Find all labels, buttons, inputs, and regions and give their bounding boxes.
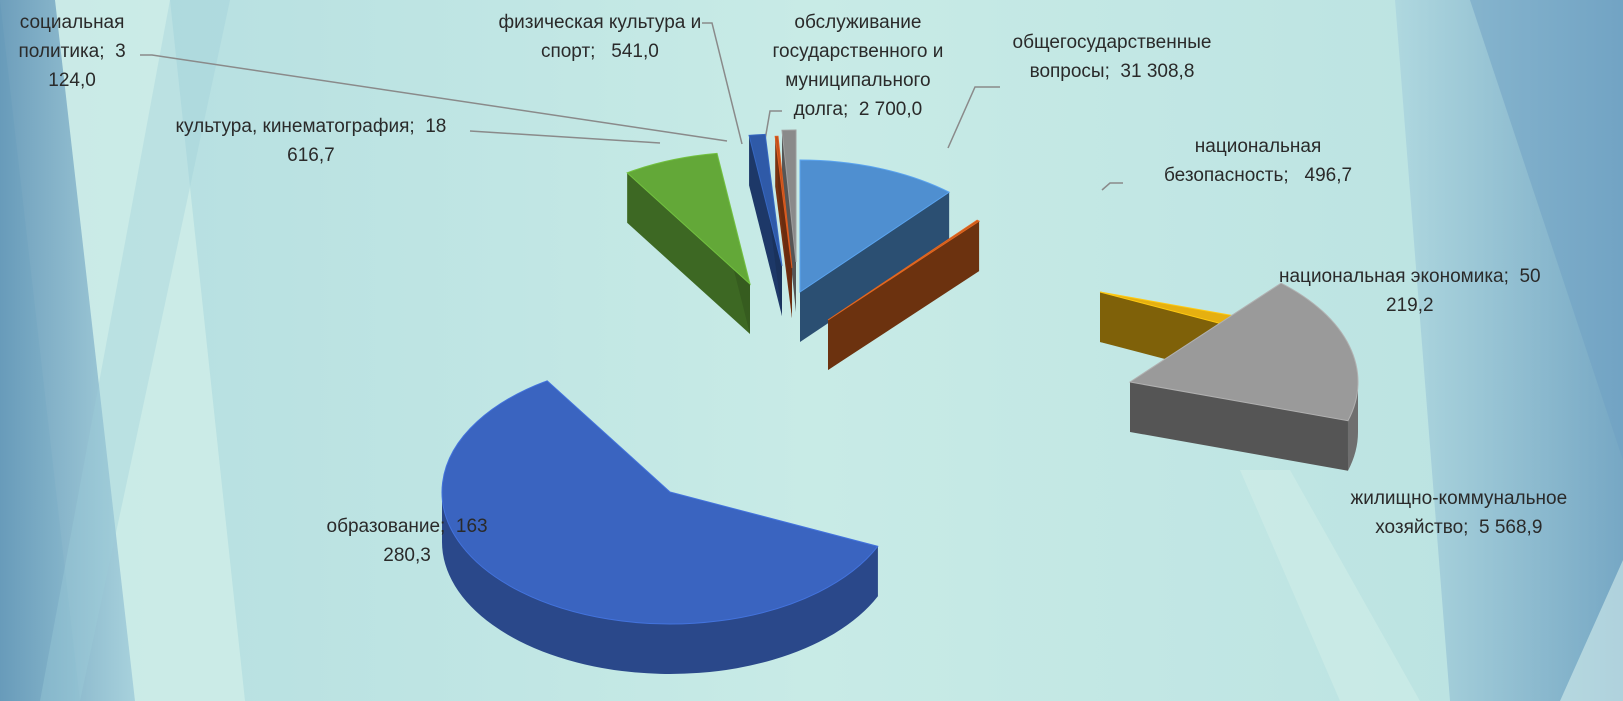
- leader-line: [469, 130, 661, 144]
- slice-label: социальная политика; 3 124,0: [18, 12, 126, 91]
- leader-line: [947, 86, 1000, 149]
- pie-slice: [1128, 282, 1359, 471]
- slice-label: обслуживание государственного и муниципа…: [772, 12, 944, 120]
- slice-label: жилищно-коммунальное хозяйство; 5 568,9: [1350, 488, 1568, 538]
- leader-line: [1101, 182, 1123, 191]
- pie-slice: [799, 159, 951, 342]
- slice-top: [781, 129, 797, 263]
- pie-slice: [827, 219, 981, 370]
- slice-label: образование; 163 280,3: [326, 516, 488, 566]
- slice-label: физическая культура и спорт; 541,0: [498, 12, 702, 62]
- slice-top: [1128, 282, 1359, 422]
- slice-top: [748, 133, 783, 267]
- pie-slice: [626, 152, 751, 334]
- pie-slice: [748, 133, 783, 316]
- slice-label: национальная безопасность; 496,7: [1164, 136, 1353, 186]
- slice-label: общегосударственные вопросы; 31 308,8: [1012, 32, 1212, 82]
- slice-top: [441, 380, 879, 625]
- slice-top: [626, 152, 751, 286]
- slice-top: [799, 159, 951, 293]
- slice-top: [827, 219, 981, 321]
- slice-top: [774, 135, 793, 269]
- slice-side: [781, 130, 796, 312]
- slice-label: национальная экономика; 50 219,2: [1279, 266, 1541, 316]
- leader-lines: [140, 22, 1123, 191]
- slice-side: [1130, 382, 1348, 471]
- pie-slice: [774, 135, 793, 318]
- leader-line: [140, 54, 728, 142]
- slice-wall: [442, 492, 878, 674]
- slice-label: культура, кинематография; 18 616,7: [175, 116, 447, 166]
- slice-side: [627, 172, 750, 334]
- pie-slice: [441, 380, 879, 674]
- pie-slices: [441, 129, 1359, 674]
- leader-line: [764, 110, 782, 141]
- slice-side: [800, 192, 950, 342]
- slice-side: [828, 221, 980, 370]
- slice-wall: [1347, 382, 1358, 471]
- pie-slice: [781, 129, 797, 312]
- leader-line: [702, 22, 743, 145]
- slice-side: [749, 135, 782, 316]
